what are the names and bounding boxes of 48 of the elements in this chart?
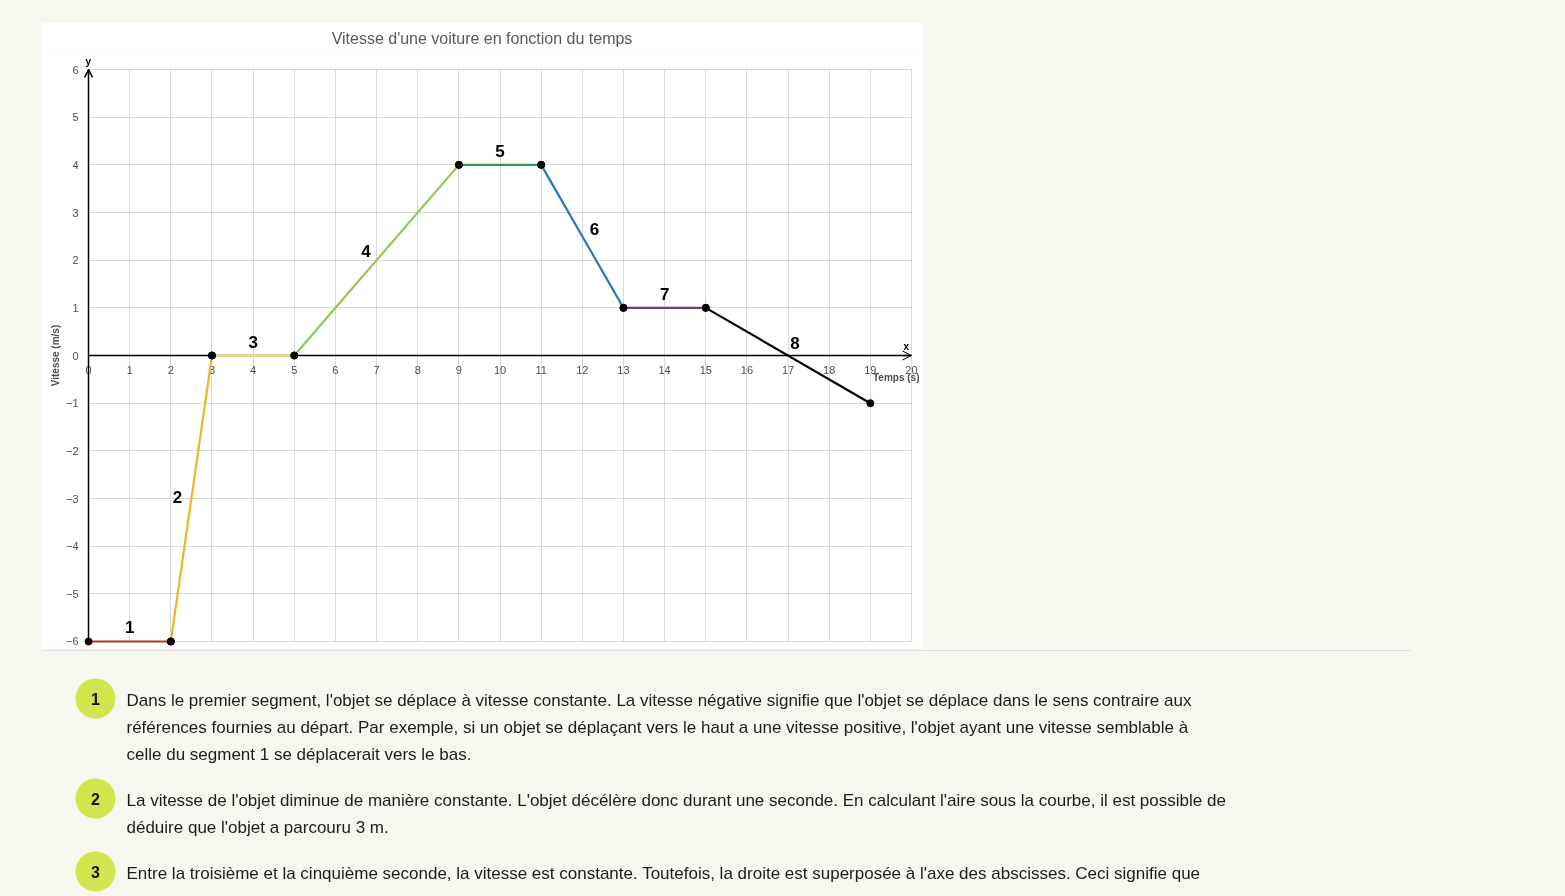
- x-tick-label: 1: [126, 363, 133, 376]
- x-tick-label: 8: [414, 363, 421, 376]
- y-axis-title: Vitesse (m/s): [49, 324, 61, 387]
- text: Entre la troisième et la cinquième seconde, la vitesse est constante. Toutefois, la droite est superposée à l'axe des abscisses. Ceci signifie que: [126, 864, 1201, 883]
- y-tick-label: 4: [72, 158, 79, 171]
- y-tick-label: −6: [66, 635, 79, 648]
- series-label: 8: [790, 334, 800, 354]
- x-tick-label: 13: [617, 363, 630, 376]
- y-tick-label: 1: [72, 301, 79, 314]
- series-label: 5: [495, 141, 505, 161]
- series-label: 6: [589, 220, 600, 240]
- x-tick-label: 7: [373, 363, 380, 376]
- text: Dans le premier segment, l'objet se déplace à vitesse constante. La vitesse négative signifie que l'objet se déplace dans le sens contraire aux références fournies au départ. Par exemple, si un objet se déplaçant vers le haut a une vitesse positive, l'objet ayant une vitesse semblable à celle du segment 1 se déplacerait vers le bas.: [126, 691, 1192, 764]
- series-label: 4: [361, 242, 372, 262]
- y-tick-label: 2: [72, 254, 79, 267]
- text: 3: [91, 863, 101, 881]
- y-tick-label: −4: [66, 540, 79, 553]
- text: La vitesse de l'objet diminue de manière constante. L'objet décélère donc durant une seconde. En calculant l'aire sous la courbe, il est possible de déduire que l'objet a parcouru 3 m.: [126, 791, 1226, 837]
- y-tick-label: −1: [66, 397, 79, 410]
- annotation: x: [903, 340, 910, 352]
- x-tick-label: 17: [781, 363, 795, 376]
- x-tick-label: 4: [250, 363, 257, 376]
- y-tick-label: −2: [66, 444, 79, 457]
- x-tick-label: 10: [493, 363, 507, 376]
- y-tick-label: 6: [72, 63, 79, 76]
- chart-title: Vitesse d'une voiture en fonction du temps: [331, 29, 633, 47]
- x-tick-label: 15: [699, 363, 712, 376]
- x-tick-label: 5: [291, 363, 298, 376]
- text: 2: [91, 790, 101, 808]
- x-tick-label: 11: [535, 363, 547, 376]
- text: 1: [91, 690, 101, 708]
- x-tick-label: 6: [332, 363, 339, 376]
- series-label: 2: [172, 487, 183, 507]
- y-tick-label: −3: [66, 492, 79, 505]
- x-tick-label: 16: [740, 363, 754, 376]
- series-label: 7: [659, 284, 670, 304]
- x-tick-label: 18: [823, 363, 836, 376]
- x-tick-label: 14: [658, 363, 671, 376]
- x-tick-label: 2: [167, 363, 174, 376]
- y-tick-label: 3: [72, 206, 79, 219]
- x-tick-label: 12: [576, 363, 589, 376]
- y-tick-label: 5: [72, 111, 79, 124]
- y-tick-label: 0: [72, 349, 79, 362]
- y-tick-label: −5: [66, 587, 79, 600]
- series-label: 1: [124, 618, 135, 638]
- series-label: 3: [248, 332, 258, 352]
- text: y: [85, 55, 92, 67]
- x-tick-label: 9: [455, 363, 462, 376]
